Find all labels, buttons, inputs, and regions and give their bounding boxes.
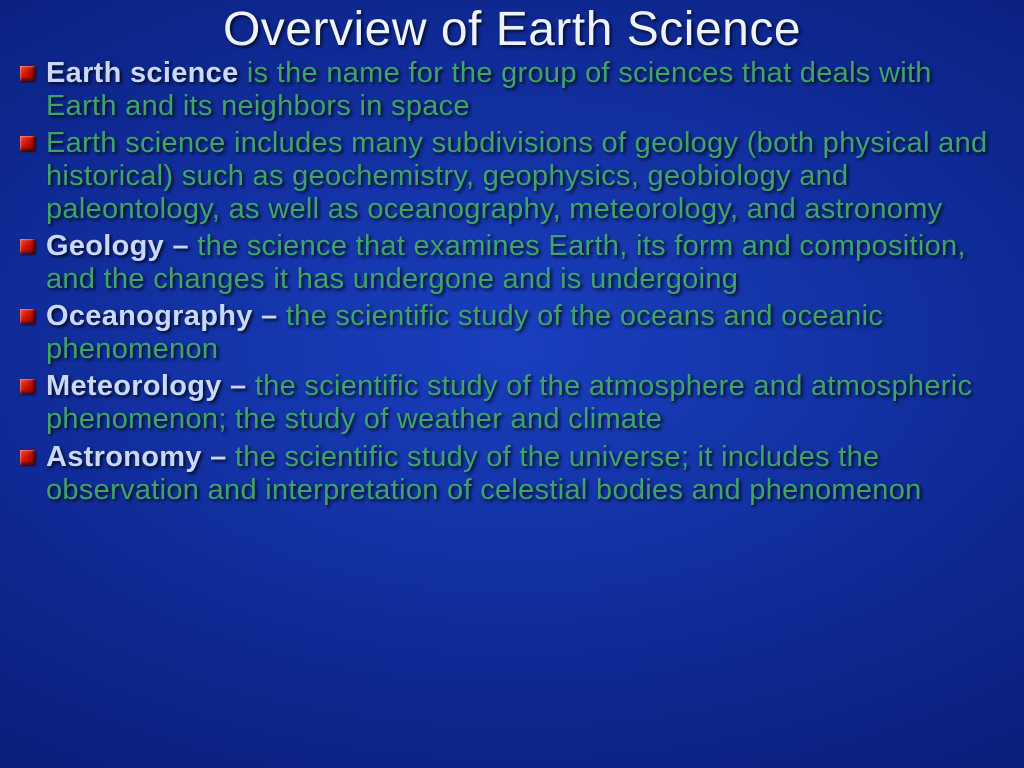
list-item: Geology – the science that examines Eart… [16, 230, 1008, 296]
term-text: Earth science [46, 57, 239, 89]
slide-title: Overview of Earth Science [16, 2, 1008, 57]
definition-text: Earth science includes many subdivisions… [46, 127, 987, 225]
term-text: Geology – [46, 230, 197, 262]
bullet-list: Earth science is the name for the group … [16, 57, 1008, 507]
term-text: Meteorology – [46, 370, 255, 402]
list-item: Earth science includes many subdivisions… [16, 127, 1008, 226]
list-item: Oceanography – the scientific study of t… [16, 300, 1008, 366]
term-text: Oceanography – [46, 300, 286, 332]
list-item: Astronomy – the scientific study of the … [16, 441, 1008, 507]
list-item: Meteorology – the scientific study of th… [16, 370, 1008, 436]
list-item: Earth science is the name for the group … [16, 57, 1008, 123]
term-text: Astronomy – [46, 441, 235, 473]
